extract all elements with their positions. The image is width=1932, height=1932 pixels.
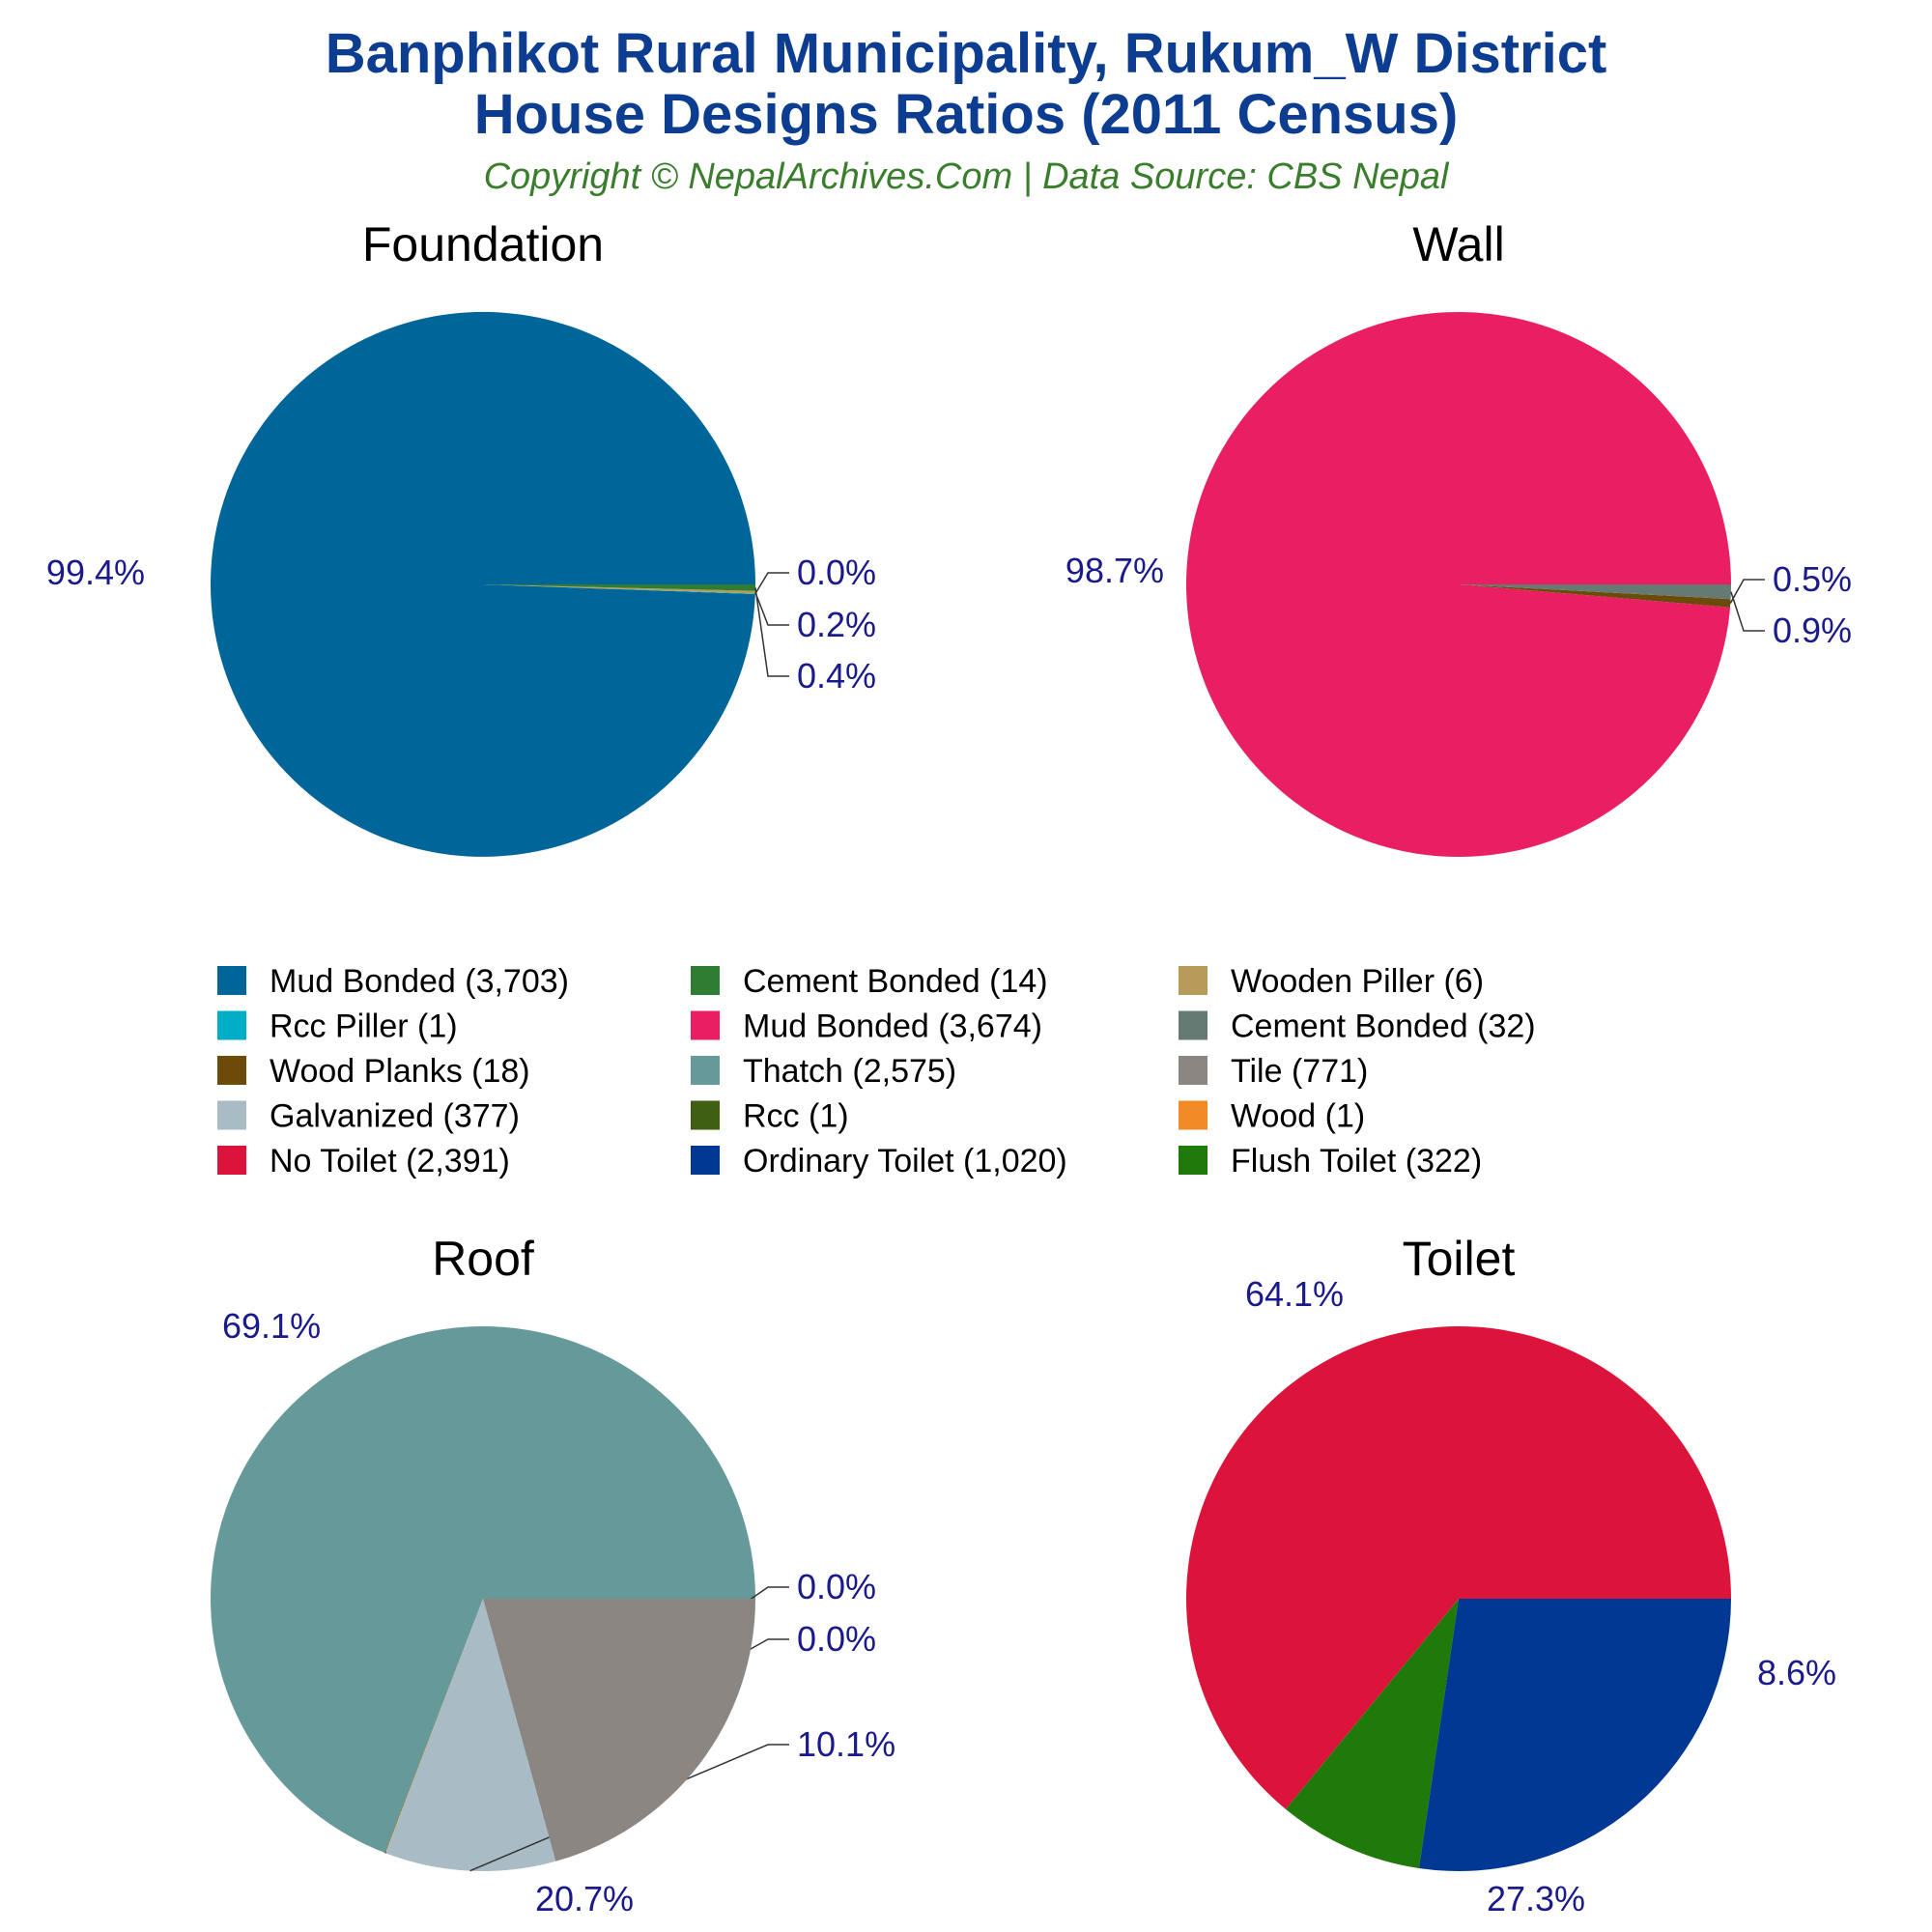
- pie-title-toilet: Toilet: [1403, 1232, 1516, 1286]
- pie-chart-wall: Wall 98.7% 0.5% 0.9%: [1065, 217, 1852, 858]
- pie-slice-toilet-flush-toilet: [1285, 1599, 1459, 1868]
- leader-line-foundation-wooden-piller: [754, 591, 789, 626]
- pie-slice-roof-thatch: [211, 1326, 755, 1854]
- pct-label-foundation-rcc-piller: 0.0%: [797, 553, 876, 592]
- legend-swatch: [217, 966, 246, 995]
- legend-label: No Toilet (2,391): [270, 1143, 510, 1179]
- pct-label-wall-mud-bonded: 98.7%: [1065, 551, 1164, 590]
- legend-item-wooden-piller-6: Wooden Piller (6): [1179, 963, 1484, 1000]
- legend-label: Flush Toilet (322): [1231, 1143, 1482, 1179]
- pct-label-roof-wood: 0.0%: [797, 1619, 876, 1659]
- legend-swatch: [691, 1010, 720, 1040]
- legend-label: Tile (771): [1231, 1053, 1368, 1090]
- legend-label: Mud Bonded (3,703): [270, 963, 569, 1000]
- pct-label-wall-cement-bonded: 0.9%: [1773, 611, 1852, 650]
- legend-item-thatch-2-575: Thatch (2,575): [691, 1053, 956, 1090]
- leader-line-wall-cement-bonded: [1730, 591, 1765, 632]
- legend-item-tile-771: Tile (771): [1179, 1053, 1368, 1090]
- legend-swatch: [691, 966, 720, 995]
- pie-slice-roof-tile: [483, 1599, 755, 1861]
- legend-label: Wooden Piller (6): [1231, 963, 1484, 1000]
- pie-slice-roof-galvanized: [385, 1599, 556, 1871]
- pct-label-toilet-no-toilet: 64.1%: [1245, 1274, 1344, 1314]
- legend-label: Wood (1): [1231, 1098, 1365, 1135]
- legend-swatch: [1179, 1146, 1208, 1175]
- pct-label-roof-galvanized: 10.1%: [797, 1724, 895, 1764]
- pie-slice-foundation-wooden-piller: [483, 584, 755, 594]
- legend: Mud Bonded (3,703) Cement Bonded (14) Wood…: [217, 963, 1536, 1179]
- pie-slice-foundation-mud-bonded: [210, 311, 756, 857]
- legend-item-mud-bonded-3-674: Mud Bonded (3,674): [691, 1009, 1042, 1045]
- pie-slice-wall-wood-planks: [1459, 584, 1731, 608]
- pct-label-roof-rcc: 0.0%: [797, 1567, 876, 1606]
- pie-chart-toilet: Toilet 64.1% 8.6% 27.3%: [1185, 1232, 1836, 1918]
- legend-label: Wood Planks (18): [270, 1053, 530, 1090]
- legend-swatch: [217, 1010, 246, 1040]
- pie-chart-foundation: Foundation 99.4% 0.0% 0.2% 0.4%: [46, 217, 876, 857]
- legend-item-wood-1: Wood (1): [1179, 1098, 1365, 1135]
- pct-label-roof-thatch: 69.1%: [222, 1306, 321, 1346]
- pie-slice-wall-cement-bonded: [1459, 584, 1731, 600]
- legend-item-ordinary-toilet-1-020: Ordinary Toilet (1,020): [691, 1143, 1067, 1179]
- legend-swatch: [217, 1100, 246, 1130]
- legend-item-cement-bonded-32: Cement Bonded (32): [1179, 1009, 1536, 1045]
- legend-label: Cement Bonded (14): [743, 963, 1048, 1000]
- legend-item-galvanized-377: Galvanized (377): [217, 1098, 520, 1135]
- pie-slice-roof-rcc: [384, 1599, 483, 1854]
- pct-label-toilet-flush-toilet: 8.6%: [1757, 1653, 1836, 1692]
- legend-swatch: [691, 1100, 720, 1130]
- pie-slice-wall-mud-bonded: [1186, 312, 1731, 858]
- leader-line-foundation-cement-bonded: [754, 587, 789, 677]
- chart-title-line1: Banphikot Rural Municipality, Rukum_W Di…: [326, 22, 1607, 85]
- pie-title-foundation: Foundation: [362, 217, 604, 271]
- legend-swatch: [217, 1056, 246, 1085]
- legend-label: Ordinary Toilet (1,020): [743, 1143, 1067, 1179]
- leader-line-wall-wood-planks: [1729, 579, 1765, 604]
- legend-swatch: [1179, 1100, 1208, 1130]
- legend-label: Galvanized (377): [270, 1098, 520, 1135]
- legend-item-no-toilet-2-391: No Toilet (2,391): [217, 1143, 510, 1179]
- legend-label: Rcc (1): [743, 1098, 849, 1135]
- pct-label-foundation-mud-bonded: 99.4%: [46, 553, 145, 592]
- pie-slice-toilet-ordinary-toilet: [1418, 1599, 1731, 1872]
- pie-slice-roof-wood: [384, 1599, 483, 1854]
- legend-swatch: [1179, 1056, 1208, 1085]
- legend-item-rcc-1: Rcc (1): [691, 1098, 849, 1135]
- legend-item-flush-toilet-322: Flush Toilet (322): [1179, 1143, 1482, 1179]
- pct-label-foundation-cement-bonded: 0.4%: [797, 656, 876, 696]
- pie-slice-foundation-rcc-piller: [483, 584, 755, 594]
- pie-title-roof: Roof: [432, 1232, 534, 1286]
- legend-swatch: [691, 1056, 720, 1085]
- pct-label-roof-tile: 20.7%: [535, 1879, 634, 1918]
- pct-label-foundation-wooden-piller: 0.2%: [797, 605, 876, 644]
- legend-label: Thatch (2,575): [743, 1053, 956, 1090]
- legend-swatch: [691, 1146, 720, 1175]
- pie-slice-toilet-no-toilet: [1185, 1326, 1731, 1809]
- legend-item-rcc-piller-1: Rcc Piller (1): [217, 1009, 458, 1045]
- legend-swatch: [217, 1146, 246, 1175]
- legend-label: Cement Bonded (32): [1231, 1009, 1536, 1045]
- pie-chart-roof: Roof 69.1% 0.0% 0.0% 10.1% 20.7%: [211, 1232, 895, 1918]
- legend-label: Mud Bonded (3,674): [743, 1009, 1042, 1045]
- legend-label: Rcc Piller (1): [270, 1009, 458, 1045]
- legend-swatch: [1179, 1010, 1208, 1040]
- legend-item-wood-planks-18: Wood Planks (18): [217, 1053, 530, 1090]
- leader-line-foundation-rcc-piller: [754, 572, 789, 595]
- pct-label-toilet-ordinary-toilet: 27.3%: [1487, 1879, 1585, 1918]
- pie-slice-foundation-cement-bonded: [483, 584, 755, 591]
- chart-title-line2: House Designs Ratios (2011 Census): [474, 83, 1459, 146]
- chart-subtitle: Copyright © NepalArchives.Com | Data Sou…: [484, 156, 1450, 197]
- legend-item-cement-bonded-14: Cement Bonded (14): [691, 963, 1048, 1000]
- legend-swatch: [1179, 966, 1208, 995]
- pct-label-wall-wood-planks: 0.5%: [1773, 559, 1852, 599]
- legend-item-mud-bonded-3-703: Mud Bonded (3,703): [217, 963, 569, 1000]
- pie-title-wall: Wall: [1412, 217, 1504, 271]
